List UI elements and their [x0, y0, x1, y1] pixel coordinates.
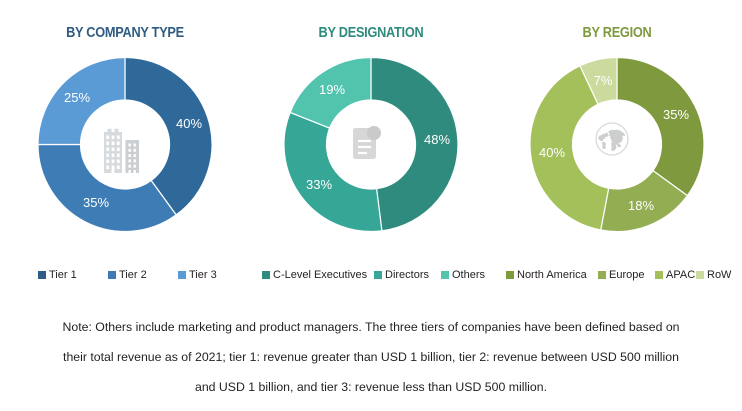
svg-text:25%: 25% — [64, 90, 90, 105]
svg-text:BY REGION: BY REGION — [583, 24, 652, 40]
svg-text:18%: 18% — [628, 198, 654, 213]
svg-text:35%: 35% — [83, 195, 109, 210]
svg-text:48%: 48% — [424, 132, 450, 147]
svg-text:35%: 35% — [663, 107, 689, 122]
svg-text:BY DESIGNATION: BY DESIGNATION — [319, 24, 424, 40]
svg-text:7%: 7% — [594, 73, 613, 88]
svg-text:19%: 19% — [319, 82, 345, 97]
svg-text:BY COMPANY TYPE: BY COMPANY TYPE — [66, 24, 184, 40]
svg-text:40%: 40% — [539, 145, 565, 160]
svg-text:33%: 33% — [306, 177, 332, 192]
svg-text:40%: 40% — [176, 116, 202, 131]
